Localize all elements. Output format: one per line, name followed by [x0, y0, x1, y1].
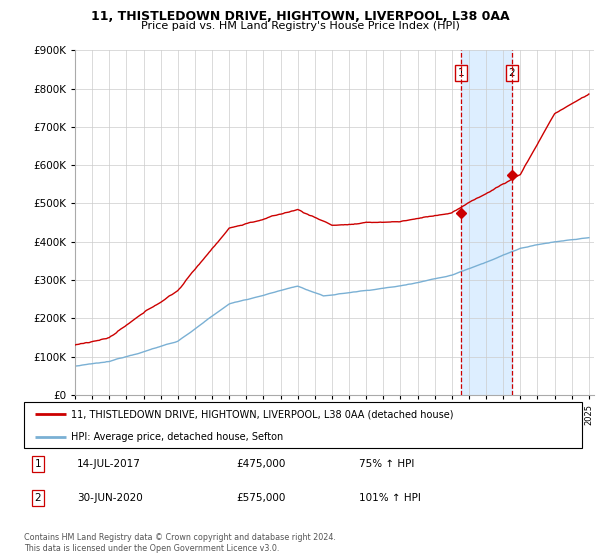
Text: Price paid vs. HM Land Registry's House Price Index (HPI): Price paid vs. HM Land Registry's House … — [140, 21, 460, 31]
Text: 30-JUN-2020: 30-JUN-2020 — [77, 493, 143, 503]
Text: £575,000: £575,000 — [236, 493, 286, 503]
Text: 1: 1 — [458, 68, 464, 78]
Text: 2: 2 — [508, 68, 515, 78]
FancyBboxPatch shape — [24, 402, 582, 448]
Text: 1: 1 — [35, 459, 41, 469]
Text: 11, THISTLEDOWN DRIVE, HIGHTOWN, LIVERPOOL, L38 0AA (detached house): 11, THISTLEDOWN DRIVE, HIGHTOWN, LIVERPO… — [71, 409, 454, 419]
Text: HPI: Average price, detached house, Sefton: HPI: Average price, detached house, Seft… — [71, 432, 284, 441]
Bar — [461, 50, 512, 395]
Text: 11, THISTLEDOWN DRIVE, HIGHTOWN, LIVERPOOL, L38 0AA: 11, THISTLEDOWN DRIVE, HIGHTOWN, LIVERPO… — [91, 10, 509, 22]
Text: 14-JUL-2017: 14-JUL-2017 — [77, 459, 141, 469]
Text: 75% ↑ HPI: 75% ↑ HPI — [359, 459, 414, 469]
Text: Contains HM Land Registry data © Crown copyright and database right 2024.
This d: Contains HM Land Registry data © Crown c… — [24, 533, 336, 553]
Text: 2: 2 — [35, 493, 41, 503]
Text: £475,000: £475,000 — [236, 459, 286, 469]
Text: 101% ↑ HPI: 101% ↑ HPI — [359, 493, 421, 503]
